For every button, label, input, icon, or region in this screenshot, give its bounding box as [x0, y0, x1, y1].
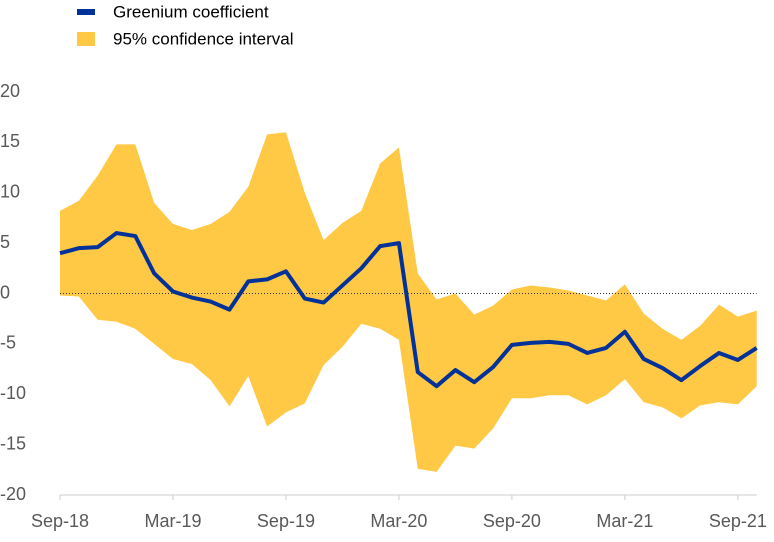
x-tick-label: Mar-21: [596, 511, 653, 531]
y-tick-label: 0: [0, 282, 10, 302]
greenium-line: [59, 231, 758, 389]
x-tick-label: Sep-19: [257, 511, 315, 531]
x-tick-label: Sep-20: [483, 511, 541, 531]
x-tick-label: Sep-21: [709, 511, 767, 531]
y-tick-label: -20: [0, 484, 26, 504]
y-tick-label: 15: [0, 131, 20, 151]
y-tick-label: 5: [0, 232, 10, 252]
y-tick-label: -15: [0, 433, 26, 453]
y-tick-label: -10: [0, 383, 26, 403]
x-tick-label: Mar-20: [370, 511, 427, 531]
y-tick-label: 20: [0, 81, 20, 101]
x-tick-label: Mar-19: [144, 511, 201, 531]
legend-label: Greenium coefficient: [113, 2, 269, 21]
y-tick-label: 10: [0, 182, 20, 202]
legend-line-swatch: [77, 9, 95, 15]
x-tick-label: Sep-18: [31, 511, 89, 531]
y-tick-label: -5: [0, 333, 16, 353]
legend-band-swatch: [77, 32, 95, 46]
legend-label: 95% confidence interval: [113, 29, 294, 48]
